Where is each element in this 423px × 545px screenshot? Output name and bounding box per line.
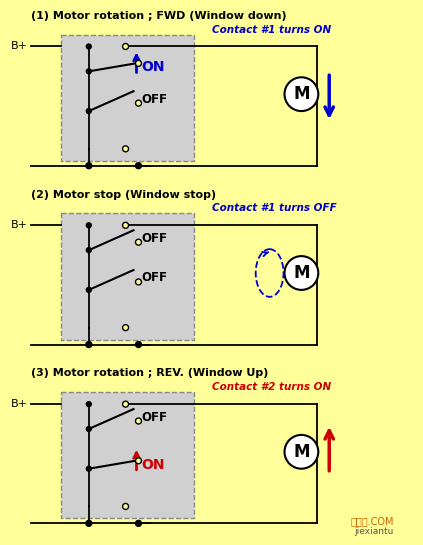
Bar — [61, 392, 194, 518]
Circle shape — [123, 222, 129, 228]
Text: 接线图.COM: 接线图.COM — [350, 516, 394, 526]
Circle shape — [123, 504, 129, 510]
Text: B+: B+ — [11, 220, 28, 231]
Circle shape — [123, 325, 129, 331]
Circle shape — [123, 44, 129, 50]
Circle shape — [86, 247, 91, 253]
Text: M: M — [293, 443, 310, 461]
Text: OFF: OFF — [141, 232, 168, 245]
Text: B+: B+ — [11, 41, 28, 51]
Circle shape — [86, 223, 91, 228]
Text: OFF: OFF — [141, 271, 168, 284]
Circle shape — [86, 163, 92, 169]
Text: (1) Motor rotation ; FWD (Window down): (1) Motor rotation ; FWD (Window down) — [31, 11, 287, 21]
Text: (3) Motor rotation ; REV. (Window Up): (3) Motor rotation ; REV. (Window Up) — [31, 368, 269, 378]
Circle shape — [135, 458, 141, 464]
Circle shape — [123, 146, 129, 152]
Text: B+: B+ — [11, 399, 28, 409]
Text: jiexiantu: jiexiantu — [354, 527, 394, 536]
Circle shape — [86, 108, 91, 113]
Circle shape — [135, 163, 141, 169]
Circle shape — [285, 77, 318, 111]
Text: Contact #1 turns OFF: Contact #1 turns OFF — [212, 203, 337, 214]
Circle shape — [86, 44, 91, 49]
Circle shape — [135, 342, 141, 348]
Circle shape — [86, 427, 91, 432]
Circle shape — [135, 239, 141, 245]
Circle shape — [86, 69, 91, 74]
Circle shape — [86, 520, 92, 526]
Circle shape — [285, 435, 318, 469]
Text: ON: ON — [141, 458, 165, 472]
Bar — [61, 214, 194, 340]
Bar — [61, 34, 194, 161]
Circle shape — [86, 287, 91, 292]
Text: (2) Motor stop (Window stop): (2) Motor stop (Window stop) — [31, 190, 216, 199]
Text: OFF: OFF — [141, 410, 168, 423]
Circle shape — [123, 401, 129, 407]
Circle shape — [135, 418, 141, 424]
Circle shape — [135, 520, 141, 526]
Circle shape — [86, 466, 91, 471]
Text: M: M — [293, 85, 310, 103]
Text: ON: ON — [141, 60, 165, 74]
Circle shape — [86, 342, 92, 348]
Circle shape — [135, 60, 141, 66]
Circle shape — [285, 256, 318, 290]
Text: M: M — [293, 264, 310, 282]
Circle shape — [135, 279, 141, 285]
Circle shape — [135, 100, 141, 106]
Circle shape — [86, 402, 91, 407]
Text: Contact #2 turns ON: Contact #2 turns ON — [212, 382, 331, 392]
Text: OFF: OFF — [141, 93, 168, 106]
Text: Contact #1 turns ON: Contact #1 turns ON — [212, 25, 331, 35]
